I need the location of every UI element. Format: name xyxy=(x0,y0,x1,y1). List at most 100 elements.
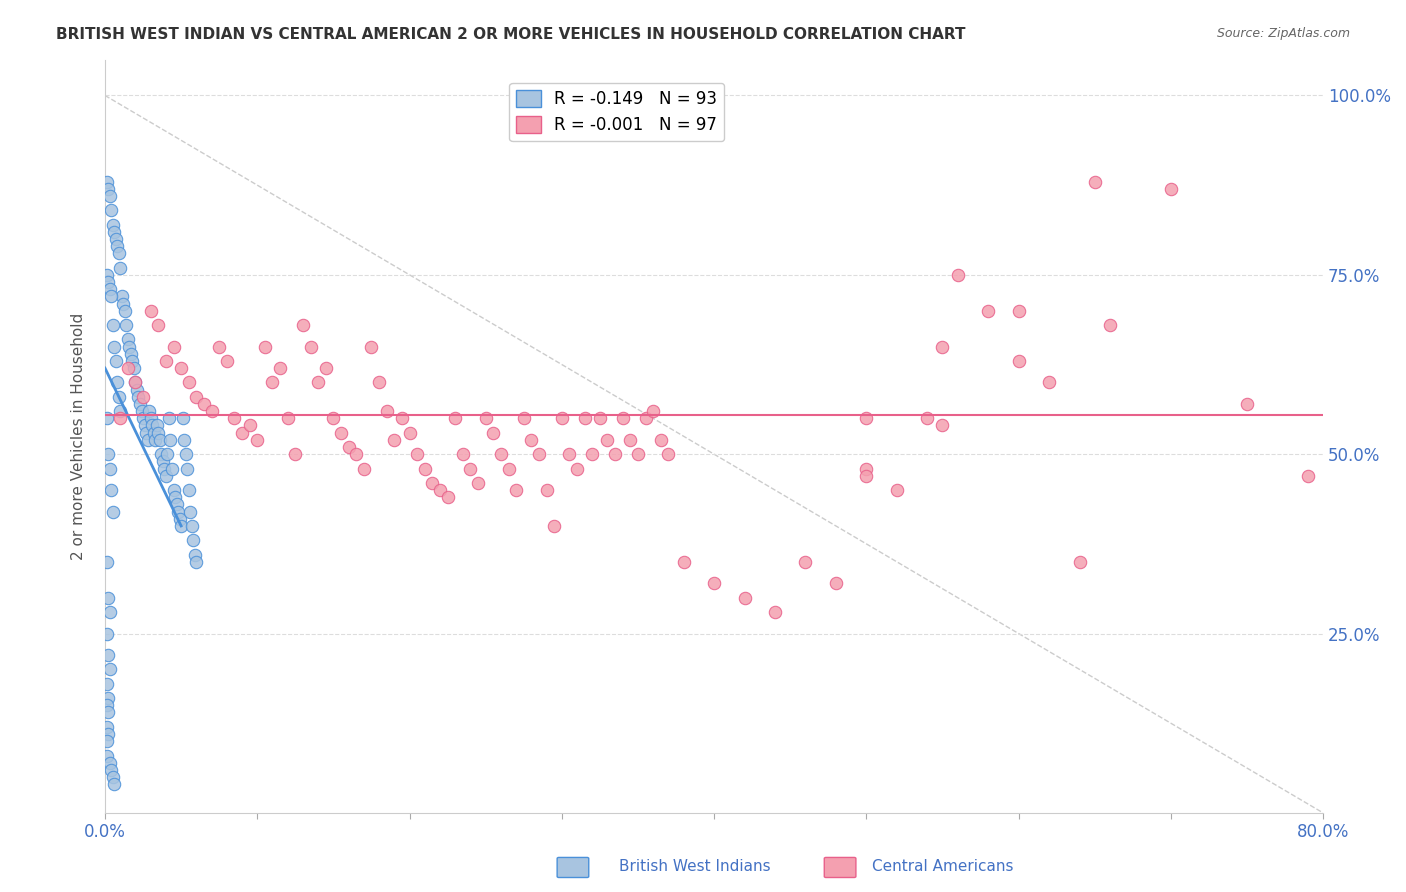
Point xyxy=(505,483,527,497)
Point xyxy=(612,411,634,425)
Point xyxy=(96,720,118,734)
Point xyxy=(406,447,429,461)
Point xyxy=(101,318,124,332)
Point xyxy=(460,461,482,475)
Point xyxy=(451,447,474,461)
Point xyxy=(627,447,650,461)
Point xyxy=(124,376,146,390)
Point xyxy=(322,411,344,425)
Point xyxy=(103,340,125,354)
Point xyxy=(96,677,118,691)
Point xyxy=(825,576,848,591)
Point xyxy=(145,418,167,433)
Point xyxy=(97,182,120,196)
Point xyxy=(855,468,877,483)
Point xyxy=(353,461,375,475)
Point xyxy=(96,734,118,748)
Point xyxy=(360,340,382,354)
Point xyxy=(97,691,120,706)
Point xyxy=(112,296,135,310)
Text: Central Americans: Central Americans xyxy=(872,859,1014,874)
Point xyxy=(103,225,125,239)
Point xyxy=(138,404,160,418)
Legend: R = -0.149   N = 93, R = -0.001   N = 97: R = -0.149 N = 93, R = -0.001 N = 97 xyxy=(509,83,724,141)
Point xyxy=(149,433,172,447)
Point xyxy=(1069,555,1091,569)
Point xyxy=(163,490,186,504)
Point xyxy=(97,591,120,605)
Point xyxy=(97,648,120,662)
Point xyxy=(142,425,165,440)
Point xyxy=(96,268,118,282)
Point xyxy=(200,404,222,418)
Point xyxy=(391,411,413,425)
Point xyxy=(444,411,467,425)
Point xyxy=(634,411,657,425)
Point xyxy=(96,175,118,189)
Text: BRITISH WEST INDIAN VS CENTRAL AMERICAN 2 OR MORE VEHICLES IN HOUSEHOLD CORRELAT: BRITISH WEST INDIAN VS CENTRAL AMERICAN … xyxy=(56,27,966,42)
Point xyxy=(315,361,337,376)
Point xyxy=(284,447,307,461)
Text: Source: ZipAtlas.com: Source: ZipAtlas.com xyxy=(1216,27,1350,40)
Point xyxy=(96,411,118,425)
Point xyxy=(110,404,132,418)
Point xyxy=(330,425,353,440)
FancyBboxPatch shape xyxy=(557,857,589,878)
Point xyxy=(551,411,574,425)
Point xyxy=(277,411,299,425)
Point xyxy=(650,433,672,447)
Point xyxy=(180,519,202,533)
Point xyxy=(763,605,786,619)
Point xyxy=(122,361,145,376)
Point xyxy=(1007,354,1029,368)
Point xyxy=(98,605,121,619)
Point xyxy=(1098,318,1121,332)
Point xyxy=(121,354,143,368)
Point xyxy=(186,390,208,404)
Point xyxy=(436,490,458,504)
Point xyxy=(672,555,695,569)
Point xyxy=(162,483,184,497)
Point xyxy=(96,698,118,713)
Point xyxy=(574,411,596,425)
Point xyxy=(114,303,136,318)
Point xyxy=(96,626,118,640)
Point xyxy=(104,232,127,246)
Point xyxy=(127,390,149,404)
Point xyxy=(512,411,534,425)
Point xyxy=(143,433,166,447)
Point xyxy=(734,591,756,605)
Point xyxy=(643,404,665,418)
Point xyxy=(1007,303,1029,318)
Point xyxy=(239,418,262,433)
Point xyxy=(166,497,188,511)
Point xyxy=(148,318,170,332)
Point xyxy=(181,533,204,548)
Point xyxy=(382,433,405,447)
Point xyxy=(337,440,360,454)
Point xyxy=(100,763,122,777)
Point xyxy=(368,376,391,390)
Text: British West Indians: British West Indians xyxy=(619,859,770,874)
Point xyxy=(482,425,505,440)
Point xyxy=(186,555,208,569)
Point xyxy=(136,433,159,447)
Point xyxy=(105,239,128,253)
Point xyxy=(110,260,132,275)
Point xyxy=(174,447,197,461)
FancyBboxPatch shape xyxy=(824,857,856,878)
Point xyxy=(100,483,122,497)
Point xyxy=(931,418,953,433)
Point xyxy=(246,433,269,447)
Point xyxy=(160,461,183,475)
Point xyxy=(946,268,969,282)
Point xyxy=(344,447,367,461)
Point xyxy=(794,555,817,569)
Point xyxy=(172,411,194,425)
Point xyxy=(224,411,246,425)
Point xyxy=(155,354,177,368)
Point xyxy=(167,505,190,519)
Point xyxy=(543,519,565,533)
Point xyxy=(1296,468,1319,483)
Point xyxy=(96,748,118,763)
